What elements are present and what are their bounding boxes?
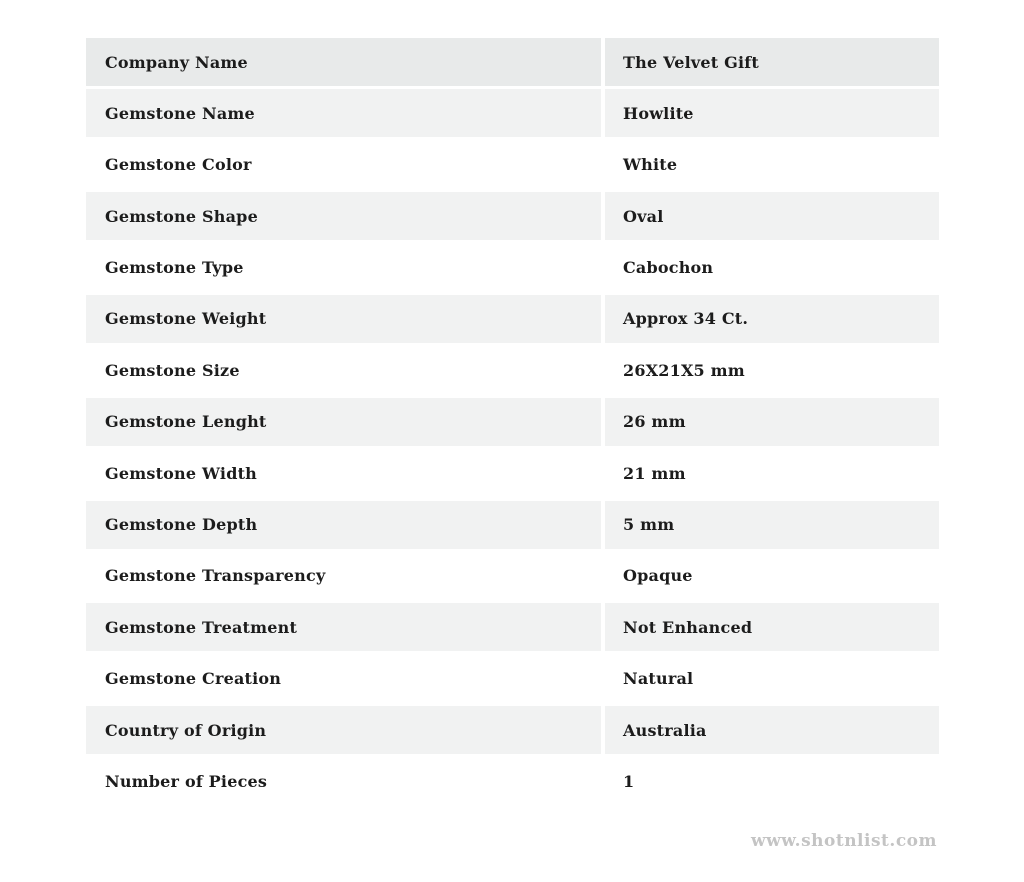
table-row: Gemstone Creation Natural — [86, 654, 939, 703]
spec-label-cell: Gemstone Lenght — [86, 397, 601, 446]
spec-label-cell: Gemstone Size — [86, 346, 601, 395]
table-row: Gemstone Shape Oval — [86, 192, 939, 241]
spec-label-cell: Gemstone Transparency — [86, 551, 601, 600]
table-row: Gemstone Color White — [86, 140, 939, 189]
spec-value-cell: Approx 34 Ct. — [605, 294, 939, 343]
table-row: Gemstone Treatment Not Enhanced — [86, 603, 939, 652]
spec-label-cell: Gemstone Depth — [86, 500, 601, 549]
spec-label-cell: Gemstone Weight — [86, 294, 601, 343]
spec-label-cell: Gemstone Treatment — [86, 603, 601, 652]
spec-value-cell: Oval — [605, 192, 939, 241]
spec-label-cell: Gemstone Color — [86, 140, 601, 189]
spec-value-cell: 21 mm — [605, 449, 939, 498]
table-row: Gemstone Depth 5 mm — [86, 500, 939, 549]
spec-label-cell: Gemstone Name — [86, 89, 601, 138]
table-row: Gemstone Transparency Opaque — [86, 551, 939, 600]
watermark: www.shotnlist.com — [750, 831, 937, 851]
table-row: Company Name The Velvet Gift — [86, 38, 939, 86]
spec-value-cell: Cabochon — [605, 243, 939, 292]
spec-value-cell: 5 mm — [605, 500, 939, 549]
spec-value-cell: White — [605, 140, 939, 189]
table-row: Gemstone Size 26X21X5 mm — [86, 346, 939, 395]
spec-value-cell: Opaque — [605, 551, 939, 600]
spec-value-cell: 1 — [605, 757, 939, 806]
table-row: Number of Pieces 1 — [86, 757, 939, 806]
spec-label-cell: Gemstone Width — [86, 449, 601, 498]
spec-label-cell: Country of Origin — [86, 706, 601, 755]
spec-label-cell: Company Name — [86, 38, 601, 86]
spec-value-cell: Howlite — [605, 89, 939, 138]
table-row: Gemstone Lenght 26 mm — [86, 397, 939, 446]
spec-label-cell: Gemstone Shape — [86, 192, 601, 241]
table-row: Gemstone Width 21 mm — [86, 449, 939, 498]
gemstone-spec-table: Company Name The Velvet Gift Gemstone Na… — [86, 38, 939, 809]
table-row: Gemstone Weight Approx 34 Ct. — [86, 294, 939, 343]
spec-value-cell: Australia — [605, 706, 939, 755]
spec-value-cell: The Velvet Gift — [605, 38, 939, 86]
spec-label-cell: Gemstone Creation — [86, 654, 601, 703]
spec-value-cell: Natural — [605, 654, 939, 703]
spec-label-cell: Number of Pieces — [86, 757, 601, 806]
spec-label-cell: Gemstone Type — [86, 243, 601, 292]
table-row: Gemstone Name Howlite — [86, 89, 939, 138]
spec-value-cell: Not Enhanced — [605, 603, 939, 652]
spec-value-cell: 26 mm — [605, 397, 939, 446]
table-row: Gemstone Type Cabochon — [86, 243, 939, 292]
spec-value-cell: 26X21X5 mm — [605, 346, 939, 395]
table-row: Country of Origin Australia — [86, 706, 939, 755]
